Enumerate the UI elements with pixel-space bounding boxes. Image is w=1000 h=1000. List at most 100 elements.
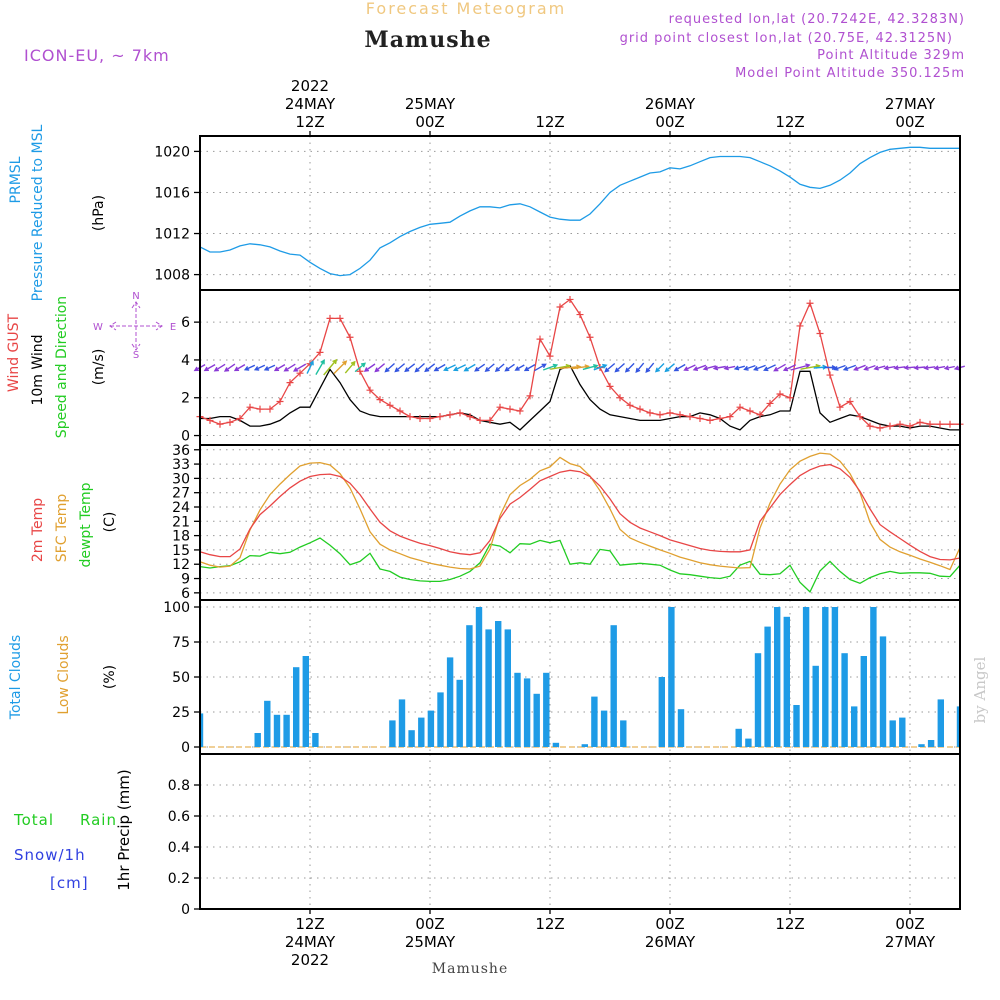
wind-gust-series-point xyxy=(446,411,454,419)
wind-direction-arrow xyxy=(213,363,226,372)
pressure-label-long: Pressure Reduced to MSL xyxy=(30,124,46,301)
cloud-bar xyxy=(620,720,627,747)
cloud-bar xyxy=(764,626,771,747)
wind-direction-arrow xyxy=(753,364,766,371)
wind-gust-label: Wind GUST xyxy=(6,313,22,392)
wind-direction-arrow xyxy=(504,363,515,372)
y-tick-label: 0 xyxy=(181,902,190,918)
wind-direction-arrow xyxy=(253,364,266,371)
location-title: Mamushe xyxy=(364,27,491,53)
wind-direction-arrow xyxy=(542,363,559,371)
y-tick-label: 1008 xyxy=(154,268,190,284)
precip-axis-label: 1hr Precip (mm) xyxy=(115,769,133,890)
y-tick-label: 24 xyxy=(172,500,190,516)
cloud-bar xyxy=(302,656,309,747)
y-tick-label: 0 xyxy=(181,429,190,445)
wind-gust-series-point xyxy=(586,333,594,341)
wind-gust-series-point xyxy=(346,333,354,341)
top-tick-label: 00Z xyxy=(655,113,684,131)
compass-north: N xyxy=(132,291,139,302)
bottom-tick-label: 24MAY xyxy=(285,933,336,951)
cloud-bar xyxy=(446,657,454,747)
y-tick-label: 0 xyxy=(181,740,190,756)
y-tick-label: 21 xyxy=(172,514,190,530)
cloud-bar xyxy=(745,738,752,747)
cloud-bar xyxy=(485,629,492,747)
y-tick-label: 0.4 xyxy=(168,840,190,856)
wind-gust-series-point xyxy=(726,413,734,421)
cloud-bar xyxy=(754,653,762,747)
wind-gust-series-point xyxy=(206,416,214,424)
wind-direction-arrow xyxy=(664,363,675,373)
top-tick-label: 25MAY xyxy=(405,95,456,113)
total-clouds-label: Total Clouds xyxy=(8,635,24,720)
wind-gust-series-point xyxy=(616,394,624,402)
wind-gust-series-point xyxy=(806,299,814,307)
wind-gust-series-point xyxy=(746,407,754,415)
cloud-bar xyxy=(831,607,839,747)
wind-gust-series-point xyxy=(236,415,244,423)
wind-direction-arrow xyxy=(893,365,906,371)
wind-direction-arrow xyxy=(404,363,416,373)
y-tick-label: 30 xyxy=(172,471,190,487)
wind-direction-arrow xyxy=(645,362,655,374)
wind-gust-series-point xyxy=(796,322,804,330)
cloud-bar xyxy=(552,742,560,747)
wind-gust-series-point xyxy=(716,415,724,423)
wind-gust-series-point xyxy=(476,416,484,424)
cloud-bar xyxy=(658,677,665,747)
cloud-bar xyxy=(668,607,675,747)
cloud-bar xyxy=(774,607,781,747)
wind-gust-series-point xyxy=(316,348,324,356)
wind-direction-arrow xyxy=(306,360,314,374)
wind-gust-series-point xyxy=(416,415,424,423)
wind-direction-arrow xyxy=(903,365,916,371)
wind-gust-series-point xyxy=(696,415,704,423)
wind-direction-arrow xyxy=(604,362,616,373)
wind-direction-arrow xyxy=(354,362,366,373)
wind-gust-series-point xyxy=(866,422,874,430)
y-tick-label: 0.6 xyxy=(168,809,190,825)
wind-direction-arrow xyxy=(833,364,846,371)
clouds-unit: (%) xyxy=(102,665,118,689)
wind-direction-arrow xyxy=(233,363,246,372)
compass-east: E xyxy=(170,322,176,333)
wind-gust-series-point xyxy=(606,382,614,390)
pressure-series-line xyxy=(199,146,960,277)
wind-direction-arrow xyxy=(790,363,811,371)
top-tick-label: 00Z xyxy=(415,113,444,131)
compass-icon xyxy=(109,301,163,351)
wind-gust-series-point xyxy=(506,405,514,413)
wind-direction-arrow xyxy=(614,362,625,373)
footer-location: Mamushe xyxy=(432,961,508,977)
wind-gust-series-point xyxy=(436,413,444,421)
wind-direction-arrow xyxy=(292,363,307,372)
cloud-bar xyxy=(283,714,290,747)
wind-direction-arrow xyxy=(443,364,456,372)
wind-direction-arrow xyxy=(203,363,216,372)
wind-gust-series-point xyxy=(256,405,264,413)
cloud-bar xyxy=(427,710,435,747)
wind-gust-series-point xyxy=(666,409,674,417)
y-tick-label: 1016 xyxy=(154,185,190,201)
wind-direction-arrow xyxy=(463,363,476,372)
wind-direction-arrow xyxy=(933,365,946,371)
cloud-bar xyxy=(466,625,473,747)
bottom-tick-label: 25MAY xyxy=(405,933,456,951)
wind-gust-series-point xyxy=(636,405,644,413)
wind-gust-series-point xyxy=(276,398,284,406)
wind-gust-series-point xyxy=(336,314,344,322)
wind-gust-series-line xyxy=(199,298,960,429)
cloud-bar xyxy=(927,740,935,747)
bottom-tick-label: 2022 xyxy=(291,951,329,969)
cloud-bar xyxy=(841,653,848,747)
grid-point-coordinates: grid point closest lon,lat (20.75E, 42.3… xyxy=(620,31,953,46)
cloud-bar xyxy=(254,733,261,747)
wind-direction-arrow xyxy=(333,360,348,375)
wind-gust-series-point xyxy=(326,314,334,322)
y-tick-label: 9 xyxy=(181,572,190,588)
wind-gust-series-point xyxy=(546,352,554,360)
wind-gust-series-point xyxy=(386,401,394,409)
